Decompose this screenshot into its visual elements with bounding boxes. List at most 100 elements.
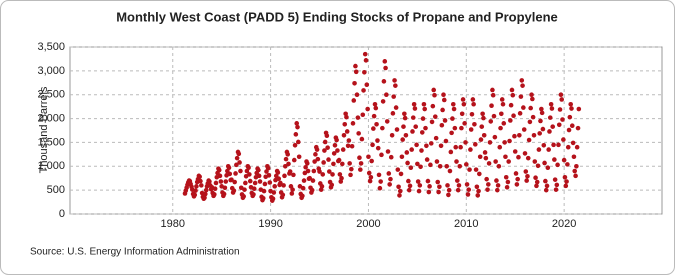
point [475, 193, 481, 198]
point [530, 114, 536, 120]
point [349, 143, 355, 149]
point [229, 177, 234, 182]
point [331, 151, 337, 156]
point [370, 142, 375, 148]
point [234, 155, 240, 161]
point [530, 96, 535, 102]
point [371, 113, 377, 119]
point [481, 115, 486, 121]
point [236, 151, 242, 157]
point [314, 147, 320, 152]
point [251, 186, 257, 192]
point [503, 174, 509, 180]
point [234, 162, 239, 168]
point [566, 127, 572, 133]
point [490, 87, 495, 93]
point [528, 105, 533, 111]
point [410, 129, 415, 134]
point [492, 134, 498, 140]
point [378, 179, 383, 184]
point [408, 165, 414, 171]
point [427, 184, 432, 189]
point [356, 131, 361, 136]
point [495, 187, 500, 193]
point [291, 157, 297, 163]
point [395, 167, 401, 172]
point [463, 140, 468, 145]
point [423, 125, 428, 131]
point [467, 167, 472, 172]
point [574, 144, 580, 150]
point [512, 149, 518, 154]
point [493, 159, 498, 164]
point [340, 161, 345, 167]
point [309, 187, 315, 193]
point [538, 118, 543, 124]
point [272, 184, 278, 189]
point [540, 126, 546, 132]
point [524, 178, 529, 183]
point [527, 119, 533, 125]
point [265, 165, 271, 171]
point [422, 106, 428, 112]
point [565, 144, 571, 150]
point [350, 121, 356, 126]
point [383, 65, 388, 71]
point [556, 122, 562, 128]
point [241, 194, 246, 199]
point [327, 169, 332, 174]
point [291, 172, 296, 178]
point [203, 191, 208, 197]
point [375, 138, 380, 143]
point [202, 195, 207, 201]
point [533, 175, 538, 181]
point [336, 157, 342, 163]
point [357, 155, 362, 160]
point [286, 161, 291, 167]
point [490, 92, 496, 98]
point [411, 101, 417, 107]
point [437, 163, 443, 169]
y-tick-label: 0 [59, 208, 65, 220]
point [534, 183, 539, 189]
point [561, 157, 567, 163]
point [300, 193, 305, 199]
point [431, 87, 437, 93]
point [504, 184, 510, 190]
point [344, 114, 349, 120]
point [340, 147, 346, 152]
point [233, 171, 238, 176]
point [517, 132, 522, 138]
point [552, 157, 557, 162]
point [457, 163, 463, 169]
point [324, 133, 330, 139]
y-axis-label: Thousand Barrels [38, 86, 50, 173]
point [545, 165, 551, 171]
point [547, 115, 553, 120]
point [440, 107, 445, 113]
point [367, 178, 373, 184]
point [294, 121, 300, 126]
point [322, 148, 327, 153]
point [238, 168, 243, 174]
point [320, 172, 326, 177]
point [212, 192, 217, 197]
point [404, 150, 410, 155]
point [213, 180, 219, 186]
point [554, 182, 560, 188]
point [472, 121, 477, 127]
point [486, 182, 491, 187]
point [474, 184, 480, 190]
point [516, 154, 521, 160]
point [373, 105, 379, 111]
point [551, 142, 556, 148]
y-tick-label: 2,000 [37, 112, 65, 124]
point [415, 179, 421, 184]
point [569, 123, 575, 129]
point [375, 145, 381, 151]
point [247, 178, 253, 184]
point [495, 183, 501, 188]
point [212, 186, 218, 192]
point [480, 111, 485, 117]
point [402, 111, 407, 117]
